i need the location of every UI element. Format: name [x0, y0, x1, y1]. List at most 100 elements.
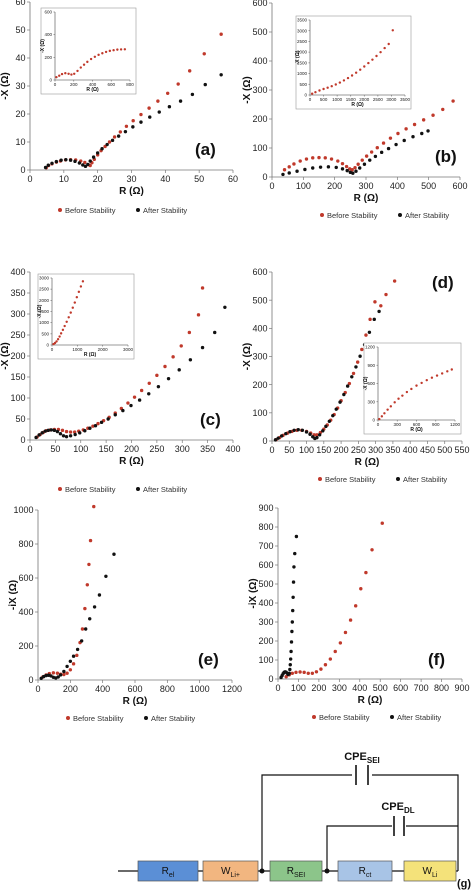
inset-y-tick-label: 900: [367, 363, 375, 368]
inset-y-tick-label: 2500: [39, 287, 50, 292]
inset-x-tick-label: 3000: [386, 97, 397, 102]
inset-data-point: [322, 87, 325, 91]
inset-y-tick-label: 0: [372, 418, 375, 423]
data-point: [75, 647, 80, 652]
data-point: [308, 432, 312, 436]
panel-letter: (b): [435, 147, 457, 166]
data-point: [273, 438, 278, 442]
y-tick-label: 600: [18, 573, 33, 583]
data-point: [88, 426, 92, 430]
inset-data-point: [59, 332, 63, 335]
panel-letter: (a): [195, 140, 216, 159]
y-tick-label: 800: [258, 522, 273, 532]
inset-data-point: [410, 387, 413, 391]
y-tick-label: 100: [258, 655, 273, 665]
x-tick-label: 50: [284, 445, 294, 455]
y-tick-label: 300: [258, 617, 273, 627]
data-point: [386, 146, 391, 151]
inset-data-point: [393, 401, 396, 404]
inset-data-point: [116, 48, 119, 51]
data-point: [171, 355, 175, 359]
x-tick-label: 500: [373, 683, 388, 693]
inset-data-point: [70, 73, 73, 76]
y-axis-title: -iX (Ω): [8, 580, 19, 610]
data-point: [50, 161, 54, 165]
data-point: [343, 630, 348, 635]
x-tick-label: 60: [228, 174, 238, 184]
data-point: [334, 407, 338, 411]
x-axis-title: R (Ω): [119, 456, 144, 467]
legend-marker-after: [136, 487, 140, 491]
inset-data-point: [55, 75, 58, 79]
x-axis-title: R (Ω): [119, 186, 144, 197]
inset-y-tick-label: 1200: [365, 345, 376, 350]
legend: Before Stability After Stability: [66, 714, 195, 723]
inset-y-tick-label: 1500: [39, 309, 50, 314]
inset-data-point: [71, 306, 74, 309]
inset-data-point: [386, 408, 389, 411]
inset-data-point: [63, 324, 66, 328]
x-tick-label: 600: [452, 181, 467, 191]
data-point: [327, 419, 332, 423]
x-tick-label: 200: [334, 445, 349, 455]
inset-frame: [295, 15, 412, 110]
data-point: [321, 429, 325, 433]
x-tick-label: 0: [269, 445, 274, 455]
inset-data-point: [401, 394, 404, 397]
inset-data-point: [450, 368, 453, 371]
circuit-element-3: RSEI: [269, 860, 323, 882]
inset-data-point: [314, 91, 317, 94]
data-point: [99, 420, 104, 425]
y-tick-label: 0: [28, 675, 33, 685]
data-point: [311, 166, 315, 170]
data-point: [426, 129, 430, 133]
x-tick-label: 30: [126, 174, 136, 184]
x-tick-label: 300: [175, 444, 190, 454]
data-point: [296, 428, 300, 432]
inset-data-point: [119, 48, 123, 51]
data-point: [92, 605, 97, 609]
data-point: [291, 580, 296, 584]
legend: Before Stability After Stability: [320, 211, 449, 220]
data-point: [292, 428, 296, 432]
cpe-sei-subscript: SEI: [367, 756, 380, 765]
data-point: [126, 401, 130, 405]
y-tick-label: 400: [10, 267, 25, 277]
data-point: [364, 154, 369, 158]
inset-x-tick-label: 400: [89, 82, 97, 87]
y-tick-label: 300: [10, 309, 25, 319]
legend-marker-after: [398, 213, 402, 217]
legend: Before Stability After Stability: [58, 485, 187, 494]
inset-y-tick-label: 600: [367, 381, 375, 386]
x-tick-label: 150: [99, 444, 114, 454]
y-tick-label: 50: [15, 25, 25, 35]
data-point: [202, 52, 206, 56]
data-point: [110, 138, 115, 143]
element-box: [269, 860, 323, 882]
data-point: [85, 583, 90, 587]
data-point: [351, 171, 355, 175]
data-point: [155, 373, 159, 378]
data-point: [106, 417, 110, 421]
data-point: [68, 430, 73, 434]
inset-x-tick-label: 1000: [72, 347, 83, 352]
data-point: [219, 32, 223, 36]
data-point: [358, 354, 362, 358]
inset-data-point: [415, 384, 418, 387]
data-point: [62, 669, 66, 674]
inset-data-point: [67, 72, 70, 75]
data-point: [319, 667, 323, 671]
x-tick-label: 1000: [190, 684, 210, 694]
data-point: [147, 392, 151, 396]
data-point: [137, 398, 142, 402]
data-point: [396, 131, 400, 136]
data-point: [367, 330, 372, 334]
legend-marker-after: [144, 716, 148, 720]
data-point: [364, 570, 368, 575]
data-point: [288, 663, 292, 667]
data-point: [298, 670, 302, 674]
data-point: [131, 125, 135, 129]
data-point: [287, 171, 291, 175]
inset-data-point: [378, 417, 381, 421]
data-point: [200, 286, 205, 290]
